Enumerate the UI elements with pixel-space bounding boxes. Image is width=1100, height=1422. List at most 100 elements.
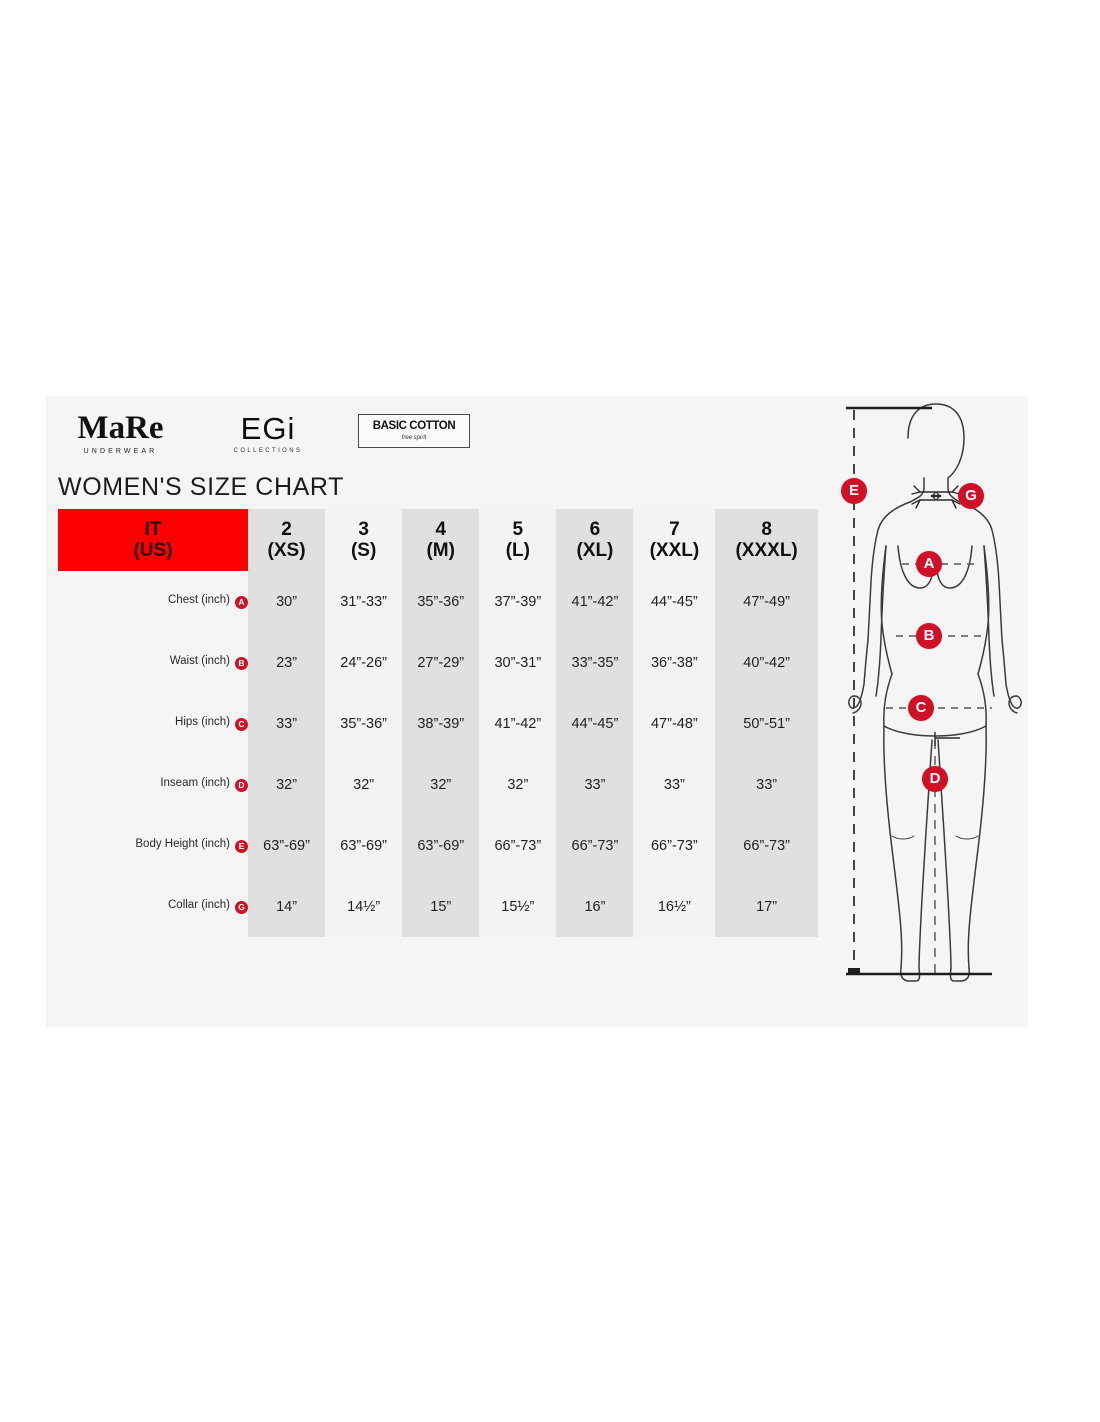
egi-logo: EGi COLLECTIONS [213, 408, 323, 458]
column-size: (XXL) [649, 540, 700, 561]
size-chart-panel: MaRe UNDERWEAR EGi COLLECTIONS BASIC COT… [46, 396, 1028, 1027]
row-badge-a-icon: A [235, 596, 248, 609]
row-label-text: Hips (inch) [175, 716, 230, 728]
cell-hips-2: 33” [248, 693, 326, 754]
row-label-chest: Chest (inch) A [58, 571, 248, 632]
cell-inseam-6: 33” [556, 754, 634, 815]
figure-marker-c: C [908, 695, 934, 721]
cell-chest-6: 41”-42” [556, 571, 634, 632]
cell-collar-4: 15” [402, 876, 480, 937]
column-header-4-m: 4 (M) [402, 509, 480, 571]
mare-logo: MaRe UNDERWEAR [58, 408, 183, 458]
row-label-body-height: Body Height (inch) E [58, 815, 248, 876]
cell-chest-3: 31”-33” [325, 571, 403, 632]
row-label-text: Body Height (inch) [135, 838, 230, 850]
table-row-hips: Hips (inch) C 33” 35”-36” 38”-39” 41”-42”… [58, 693, 818, 754]
row-badge-b-icon: B [235, 657, 248, 670]
figure-marker-g: G [958, 483, 984, 509]
cell-collar-7: 16½” [633, 876, 716, 937]
cell-collar-5: 15½” [479, 876, 557, 937]
figure-marker-a: A [916, 551, 942, 577]
row-label-waist: Waist (inch) B [58, 632, 248, 693]
cell-inseam-3: 32” [325, 754, 403, 815]
row-label-text: Inseam (inch) [160, 777, 230, 789]
basic-cotton-logo: BASIC COTTON free spirit [358, 414, 470, 448]
column-size: (S) [350, 540, 377, 561]
mare-logo-wordmark: MaRe [77, 409, 164, 446]
body-height-guide [846, 406, 992, 976]
cell-waist-4: 27”-29” [402, 632, 480, 693]
column-number: 5 [512, 518, 524, 540]
basic-cotton-tagline: free spirit [401, 434, 427, 441]
figure-marker-e: E [841, 478, 867, 504]
column-size: (L) [505, 540, 530, 561]
corner-label-it: IT [144, 518, 162, 540]
cell-waist-6: 33”-35” [556, 632, 634, 693]
column-number: 3 [358, 518, 369, 540]
table-row-body-height: Body Height (inch) E 63”-69” 63”-69” 63”-… [58, 815, 818, 876]
table-row-chest: Chest (inch) A 30” 31”-33” 35”-36” 37”-39… [58, 571, 818, 632]
cell-hips-6: 44”-45” [556, 693, 634, 754]
table-header-row: IT (US) 2 (XS) 3 (S) 4 (M) [58, 509, 818, 571]
cell-chest-5: 37”-39” [479, 571, 557, 632]
table-row-inseam: Inseam (inch) D 32” 32” 32” 32” 33” 33” 3… [58, 754, 818, 815]
cell-body-height-2: 63”-69” [248, 815, 326, 876]
cell-chest-7: 44”-45” [633, 571, 716, 632]
corner-label-us: (US) [133, 540, 173, 561]
row-label-inseam: Inseam (inch) D [58, 754, 248, 815]
cell-collar-6: 16” [556, 876, 634, 937]
table-row-collar: Collar (inch) G 14” 14½” 15” 15½” 16” 16½… [58, 876, 818, 937]
table-body: Chest (inch) A 30” 31”-33” 35”-36” 37”-39… [58, 571, 818, 937]
header-corner-it-us: IT (US) [58, 509, 248, 571]
figure-marker-d: D [922, 766, 948, 792]
cell-waist-7: 36”-38” [633, 632, 716, 693]
cell-waist-8: 40”-42” [715, 632, 818, 693]
row-label-collar: Collar (inch) G [58, 876, 248, 937]
inseam-tick-icon [934, 732, 960, 746]
column-number: 7 [669, 518, 680, 540]
basic-cotton-wordmark: BASIC COTTON [372, 420, 456, 433]
column-header-3-s: 3 (S) [325, 509, 403, 571]
cell-hips-8: 50”-51” [715, 693, 818, 754]
mare-logo-tagline: UNDERWEAR [83, 447, 158, 455]
cell-hips-3: 35”-36” [325, 693, 403, 754]
cell-collar-3: 14½” [325, 876, 403, 937]
cell-body-height-8: 66”-73” [715, 815, 818, 876]
column-size: (M) [426, 540, 455, 561]
column-header-2-xs: 2 (XS) [248, 509, 326, 571]
cell-body-height-5: 66”-73” [479, 815, 557, 876]
cell-waist-3: 24”-26” [325, 632, 403, 693]
column-header-7-xxl: 7 (XXL) [633, 509, 716, 571]
row-label-text: Collar (inch) [168, 899, 230, 911]
egi-logo-wordmark: EGi [240, 410, 296, 446]
column-number: 8 [761, 518, 772, 540]
column-header-6-xl: 6 (XL) [556, 509, 634, 571]
cell-collar-2: 14” [248, 876, 326, 937]
row-label-text: Waist (inch) [169, 655, 230, 667]
body-measurement-figure: E G A B C D [836, 396, 1028, 1027]
cell-body-height-3: 63”-69” [325, 815, 403, 876]
cell-hips-7: 47”-48” [633, 693, 716, 754]
cell-collar-8: 17” [715, 876, 818, 937]
column-header-8-xxxl: 8 (XXXL) [715, 509, 818, 571]
cell-chest-4: 35”-36” [402, 571, 480, 632]
row-badge-d-icon: D [235, 779, 248, 792]
column-number: 6 [589, 518, 601, 540]
row-badge-g-icon: G [235, 901, 248, 914]
cell-waist-2: 23” [248, 632, 326, 693]
row-badge-e-icon: E [235, 840, 248, 853]
collar-tape-icon [911, 485, 961, 509]
cell-body-height-6: 66”-73” [556, 815, 634, 876]
cell-hips-4: 38”-39” [402, 693, 480, 754]
cell-hips-5: 41”-42” [479, 693, 557, 754]
cell-inseam-8: 33” [715, 754, 818, 815]
row-label-hips: Hips (inch) C [58, 693, 248, 754]
cell-waist-5: 30”-31” [479, 632, 557, 693]
row-label-text: Chest (inch) [168, 594, 230, 606]
cell-inseam-2: 32” [248, 754, 326, 815]
size-chart-table: IT (US) 2 (XS) 3 (S) 4 (M) [58, 509, 818, 937]
row-badge-c-icon: C [235, 718, 248, 731]
cell-chest-8: 47”-49” [715, 571, 818, 632]
egi-logo-tagline: COLLECTIONS [233, 447, 303, 454]
